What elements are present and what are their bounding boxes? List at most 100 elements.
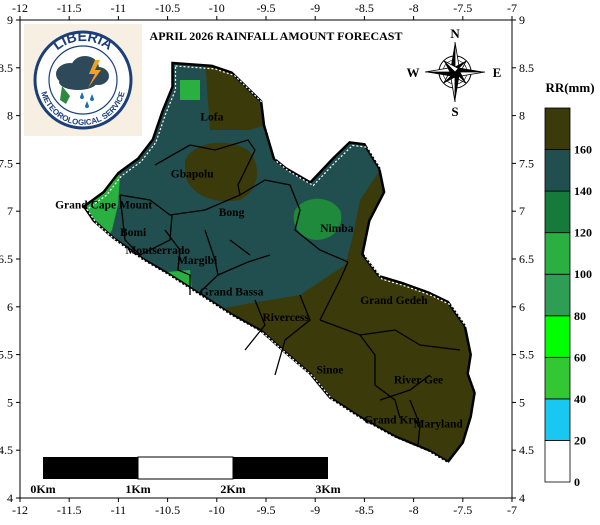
x-tick-label-bottom: -9	[310, 503, 320, 517]
county-label-montserrado: Montserrado	[126, 245, 191, 257]
y-tick-label-left: 4.5	[0, 443, 13, 457]
legend-swatch	[544, 356, 571, 400]
scale-label-2: 2Km	[220, 482, 245, 496]
y-tick-label-left: 4	[7, 491, 13, 505]
x-tick-label-bottom: -8.5	[355, 503, 374, 517]
x-tick-label-top: -10.5	[155, 1, 180, 15]
scale-segment-2	[137, 456, 234, 480]
county-borders	[119, 139, 461, 446]
compass-point-dark	[443, 60, 455, 76]
y-tick-label-right: 4	[519, 491, 525, 505]
y-tick-label-right: 6.5	[519, 252, 534, 266]
legend-label: 120	[574, 226, 592, 240]
county-label-sinoe: Sinoe	[317, 365, 344, 377]
sinoe-rivergee-border	[359, 334, 401, 419]
x-tick-label-top: -7.5	[453, 1, 472, 15]
legend-title: RR(mm)	[545, 80, 594, 95]
x-tick-label-top: -8	[409, 1, 419, 15]
legend-label: 80	[574, 309, 586, 323]
county-label-gbapolu: Gbapolu	[171, 169, 214, 181]
county-label-grand-kru: Grand Kru	[364, 414, 421, 426]
county-label-nimba: Nimba	[320, 223, 353, 235]
legend-label: 0	[574, 475, 580, 489]
rivergee-kru-border	[379, 374, 431, 401]
y-tick-label-right: 5	[519, 395, 525, 409]
y-tick-label-left: 8	[7, 109, 13, 123]
county-labels: Lofa Gbapolu Grand Cape Mount Bong Nimba Bomi…	[55, 111, 463, 430]
county-label-grand-bassa: Grand Bassa	[200, 286, 264, 298]
fill-olive-gbapolu	[185, 142, 258, 202]
bassa-rivercess-border	[244, 299, 266, 351]
x-tick-label-bottom: -8	[409, 503, 419, 517]
fill-green-nimba	[293, 198, 342, 240]
y-tick-label-right: 7	[519, 204, 525, 218]
x-tick-label-bottom: -10.5	[155, 503, 180, 517]
y-tick-label-right: 8	[519, 109, 525, 123]
rainfall-legend: RR(mm) 0 20 40 60 80 100 120 140 160	[544, 80, 595, 489]
compass-point-light	[443, 60, 460, 73]
storm-cloud-icon	[56, 56, 109, 108]
scale-segment-1	[43, 457, 138, 479]
montserrado-border	[164, 229, 191, 295]
y-tick-label-left: 5	[7, 395, 13, 409]
margibi-border	[199, 229, 219, 293]
compass-north: N	[450, 26, 460, 41]
y-tick-label-left: 6.5	[0, 252, 13, 266]
county-label-lofa: Lofa	[200, 111, 223, 123]
lms-logo: LIBERIA METEOROLOGICAL SERVICE	[24, 24, 142, 136]
country-border	[82, 61, 476, 464]
bong-nimba-border	[239, 179, 349, 263]
bong-bassa-border	[229, 239, 251, 256]
x-tick-label-bottom: -11	[111, 503, 127, 517]
y-tick-label-right: 9	[519, 13, 525, 27]
kru-maryland-border	[409, 399, 421, 446]
bomi-east-border	[139, 214, 173, 256]
legend-label: 100	[574, 267, 592, 281]
county-label-margibi: Margibi	[177, 255, 218, 267]
legend-label: 160	[574, 143, 592, 157]
compass-west: W	[407, 65, 420, 80]
legend-label: 40	[574, 392, 586, 406]
x-tick-label-bottom: -9.5	[257, 503, 276, 517]
legend-swatch	[544, 190, 571, 234]
scale-label-0: 0Km	[30, 482, 55, 496]
y-tick-label-left: 8.5	[0, 61, 13, 75]
x-tick-label-top: -8.5	[355, 1, 374, 15]
legend-swatch	[544, 149, 571, 192]
compass-point-dark	[455, 67, 485, 72]
compass-point-dark	[425, 72, 455, 77]
map-title: APRIL 2026 RAINFALL AMOUNT FORECAST	[150, 29, 403, 43]
x-tick-label-bottom: -11.5	[57, 503, 82, 517]
x-tick-label-top: -12	[12, 1, 28, 15]
capemount-bomi-border	[119, 194, 141, 256]
x-tick-label-top: -11.5	[57, 1, 82, 15]
county-label-maryland: Maryland	[414, 418, 464, 430]
gedeh-south-border	[319, 319, 461, 351]
y-tick-label-left: 6	[7, 300, 13, 314]
legend-swatch	[544, 107, 571, 150]
x-tick-label-bottom: -7	[507, 503, 517, 517]
nimba-gedeh-border	[319, 261, 349, 321]
y-tick-label-left: 5.5	[0, 348, 13, 362]
x-tick-label-top: -9	[310, 1, 320, 15]
compass-south: S	[451, 104, 458, 119]
bassa-north-border	[217, 254, 271, 276]
county-label-bong: Bong	[219, 207, 245, 219]
compass-point-dark	[455, 72, 460, 102]
gbapolu-south-border	[119, 194, 241, 216]
legend-label: 60	[574, 350, 586, 364]
county-label-bomi: Bomi	[120, 227, 147, 239]
x-tick-label-bottom: -7.5	[453, 503, 472, 517]
scale-label-1: 1Km	[125, 482, 150, 496]
scale-label-3: 3Km	[315, 482, 340, 496]
scale-segment-3	[233, 457, 328, 479]
y-tick-label-left: 7.5	[0, 156, 13, 170]
legend-swatch	[544, 398, 571, 441]
legend-label: 20	[574, 433, 586, 447]
y-tick-label-left: 9	[7, 13, 13, 27]
x-tick-label-bottom: -12	[12, 503, 28, 517]
x-tick-label-top: -10	[209, 1, 225, 15]
x-tick-label-top: -11	[111, 1, 127, 15]
